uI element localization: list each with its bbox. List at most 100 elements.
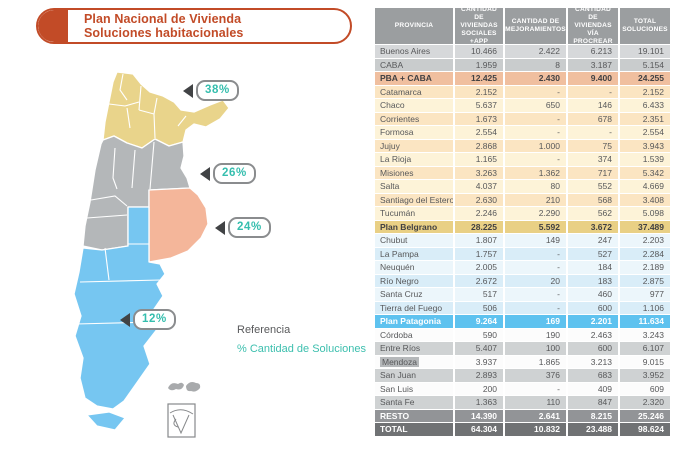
- table-row: RESTO 14.390 2.641 8.215 25.246: [375, 409, 674, 422]
- header-procrear: CANTIDAD DE VIVIENDAS VÍA PROCREAR: [568, 6, 618, 45]
- map-province-borders-north: [108, 73, 187, 139]
- value-cell: -: [505, 112, 566, 125]
- province-name: Catamarca: [375, 85, 453, 98]
- value-cell: 24.255: [620, 72, 670, 85]
- housing-table: PROVINCIA CANTIDAD DE VIVIENDAS SOCIALES…: [375, 6, 674, 437]
- value-cell: 146: [568, 99, 618, 112]
- value-cell: 2.152: [455, 85, 503, 98]
- province-name: Córdoba: [375, 328, 453, 341]
- value-cell: 517: [455, 288, 503, 301]
- value-cell: 2.152: [620, 85, 670, 98]
- value-cell: 9.400: [568, 72, 618, 85]
- value-cell: 2.320: [620, 396, 670, 409]
- table-row: Jujuy 2.868 1.000 75 3.943: [375, 139, 674, 152]
- value-cell: 3.672: [568, 220, 618, 233]
- table-row: Neuquén 2.005-184 2.189: [375, 261, 674, 274]
- table-row: Buenos Aires 10.466 2.422 6.213 19.101: [375, 45, 674, 58]
- value-cell: 2.875: [620, 274, 670, 287]
- table-row: Chubut 1.807 149 247 2.203: [375, 234, 674, 247]
- province-name: Río Negro: [375, 274, 453, 287]
- province-name: Santa Cruz: [375, 288, 453, 301]
- map-malvinas-islands: [168, 382, 201, 392]
- province-name: Mendoza: [375, 355, 453, 368]
- header-viviendas-sociales: CANTIDAD DE VIVIENDAS SOCIALES +APP: [455, 6, 503, 45]
- callout-value: 38%: [196, 80, 239, 101]
- value-cell: 6.433: [620, 99, 670, 112]
- province-name: San Juan: [375, 369, 453, 382]
- value-cell: 977: [620, 288, 670, 301]
- value-cell: 11.634: [620, 315, 670, 328]
- value-cell: 1.362: [505, 166, 566, 179]
- map-antarctic-inset: [167, 403, 196, 438]
- value-cell: 1.673: [455, 112, 503, 125]
- table-row: La Pampa 1.757-527 2.284: [375, 247, 674, 260]
- value-cell: 8: [505, 58, 566, 71]
- value-cell: 184: [568, 261, 618, 274]
- value-cell: 98.624: [620, 423, 670, 436]
- table-row: Salta 4.037 80 552 4.669: [375, 180, 674, 193]
- value-cell: 1.865: [505, 355, 566, 368]
- callout-patagonia-12: 12%: [120, 309, 176, 330]
- value-cell: 1.165: [455, 153, 503, 166]
- value-cell: 3.943: [620, 139, 670, 152]
- value-cell: -: [568, 85, 618, 98]
- table-row: PBA + CABA 12.425 2.430 9.400 24.255: [375, 72, 674, 85]
- province-name: Santiago del Estero: [375, 193, 453, 206]
- province-name: CABA: [375, 58, 453, 71]
- value-cell: -: [505, 288, 566, 301]
- value-cell: 20: [505, 274, 566, 287]
- arrow-left-icon: [215, 220, 225, 235]
- value-cell: 190: [505, 328, 566, 341]
- value-cell: 717: [568, 166, 618, 179]
- value-cell: 678: [568, 112, 618, 125]
- callout-north-38: 38%: [183, 80, 239, 101]
- value-cell: 2.554: [620, 126, 670, 139]
- province-name: Plan Patagonia: [375, 315, 453, 328]
- header-mejoramientos: CANTIDAD DE MEJORAMIENTOS: [505, 8, 566, 44]
- table-row: Misiones 3.263 1.362 717 5.342: [375, 166, 674, 179]
- table-row: Plan Belgrano 28.225 5.592 3.672 37.489: [375, 220, 674, 233]
- value-cell: 3.937: [455, 355, 503, 368]
- value-cell: 25.246: [620, 409, 670, 422]
- value-cell: 847: [568, 396, 618, 409]
- value-cell: 3.408: [620, 193, 670, 206]
- table-row: La Rioja 1.165-374 1.539: [375, 153, 674, 166]
- value-cell: 1.000: [505, 139, 566, 152]
- value-cell: 1.539: [620, 153, 670, 166]
- value-cell: 80: [505, 180, 566, 193]
- province-name: Chaco: [375, 99, 453, 112]
- table-row: Córdoba 590 190 2.463 3.243: [375, 328, 674, 341]
- arrow-left-icon: [120, 312, 130, 327]
- table-row: Catamarca 2.152- -2.152: [375, 85, 674, 98]
- value-cell: -: [505, 261, 566, 274]
- value-cell: 110: [505, 396, 566, 409]
- callout-center-26: 26%: [200, 163, 256, 184]
- table-row: Chaco 5.637 650 146 6.433: [375, 99, 674, 112]
- value-cell: 590: [455, 328, 503, 341]
- map-tierra-del-fuego: [86, 411, 126, 431]
- value-cell: -: [568, 126, 618, 139]
- value-cell: 2.463: [568, 328, 618, 341]
- value-cell: 75: [568, 139, 618, 152]
- table-row: Mendoza 3.937 1.865 3.213 9.015: [375, 355, 674, 368]
- map-region-patagonia: [73, 206, 166, 410]
- province-name: Entre Ríos: [375, 342, 453, 355]
- value-cell: 169: [505, 315, 566, 328]
- argentina-map: [57, 68, 237, 438]
- province-name: Buenos Aires: [375, 45, 453, 58]
- value-cell: 4.669: [620, 180, 670, 193]
- table-row: Corrientes 1.673-678 2.351: [375, 112, 674, 125]
- value-cell: 562: [568, 207, 618, 220]
- value-cell: 3.243: [620, 328, 670, 341]
- value-cell: 2.203: [620, 234, 670, 247]
- value-cell: 1.959: [455, 58, 503, 71]
- value-cell: -: [505, 153, 566, 166]
- value-cell: 1.363: [455, 396, 503, 409]
- value-cell: 5.098: [620, 207, 670, 220]
- arrow-left-icon: [183, 83, 193, 98]
- province-name: Salta: [375, 180, 453, 193]
- province-name: Tucumán: [375, 207, 453, 220]
- value-cell: 3.263: [455, 166, 503, 179]
- value-cell: 552: [568, 180, 618, 193]
- value-cell: 9.015: [620, 355, 670, 368]
